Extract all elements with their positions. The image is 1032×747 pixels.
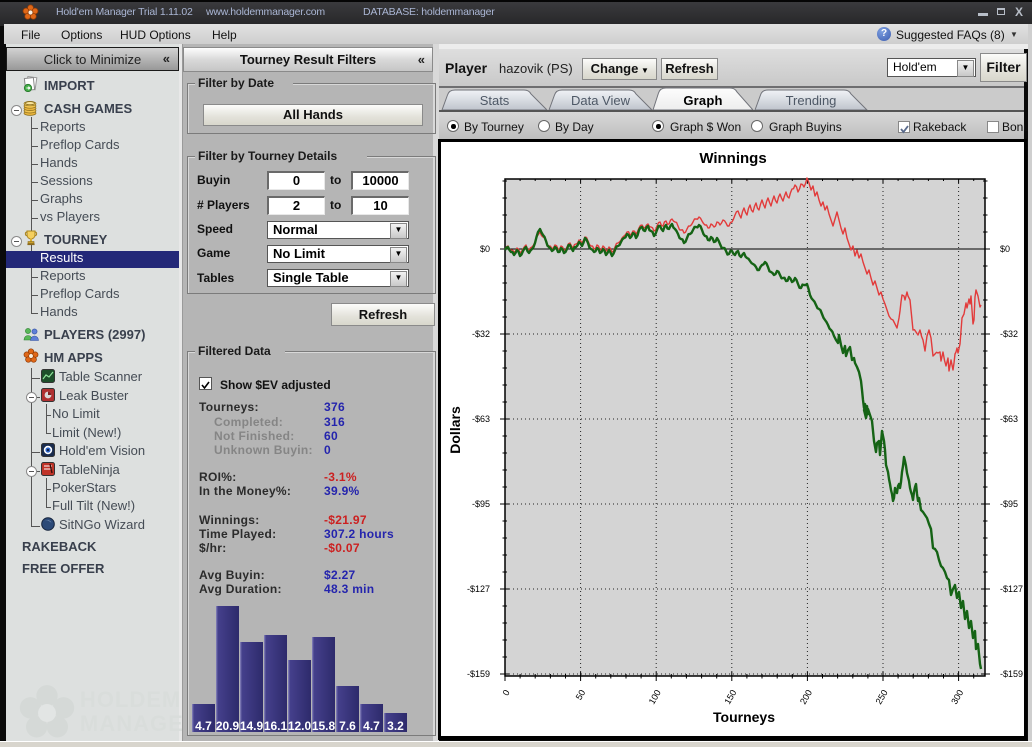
svg-text:50: 50 [574, 688, 588, 702]
svg-text:-$127: -$127 [467, 584, 490, 594]
svg-text:Dollars: Dollars [447, 406, 463, 454]
svg-text:300: 300 [949, 688, 965, 706]
svg-text:-$159: -$159 [1000, 669, 1023, 679]
svg-text:-$63: -$63 [472, 414, 490, 424]
svg-text:200: 200 [798, 688, 814, 706]
svg-text:0: 0 [501, 688, 512, 697]
svg-text:-$32: -$32 [472, 329, 490, 339]
svg-text:100: 100 [647, 688, 663, 706]
svg-text:$0: $0 [1000, 244, 1010, 254]
svg-text:150: 150 [722, 688, 738, 706]
svg-text:Tourneys: Tourneys [713, 709, 775, 725]
svg-text:-$63: -$63 [1000, 414, 1018, 424]
svg-text:-$32: -$32 [1000, 329, 1018, 339]
svg-text:250: 250 [874, 688, 890, 706]
svg-text:-$159: -$159 [467, 669, 490, 679]
svg-text:-$127: -$127 [1000, 584, 1023, 594]
svg-text:-$95: -$95 [1000, 499, 1018, 509]
svg-text:$0: $0 [480, 244, 490, 254]
svg-text:Winnings: Winnings [699, 150, 766, 167]
svg-text:-$95: -$95 [472, 499, 490, 509]
